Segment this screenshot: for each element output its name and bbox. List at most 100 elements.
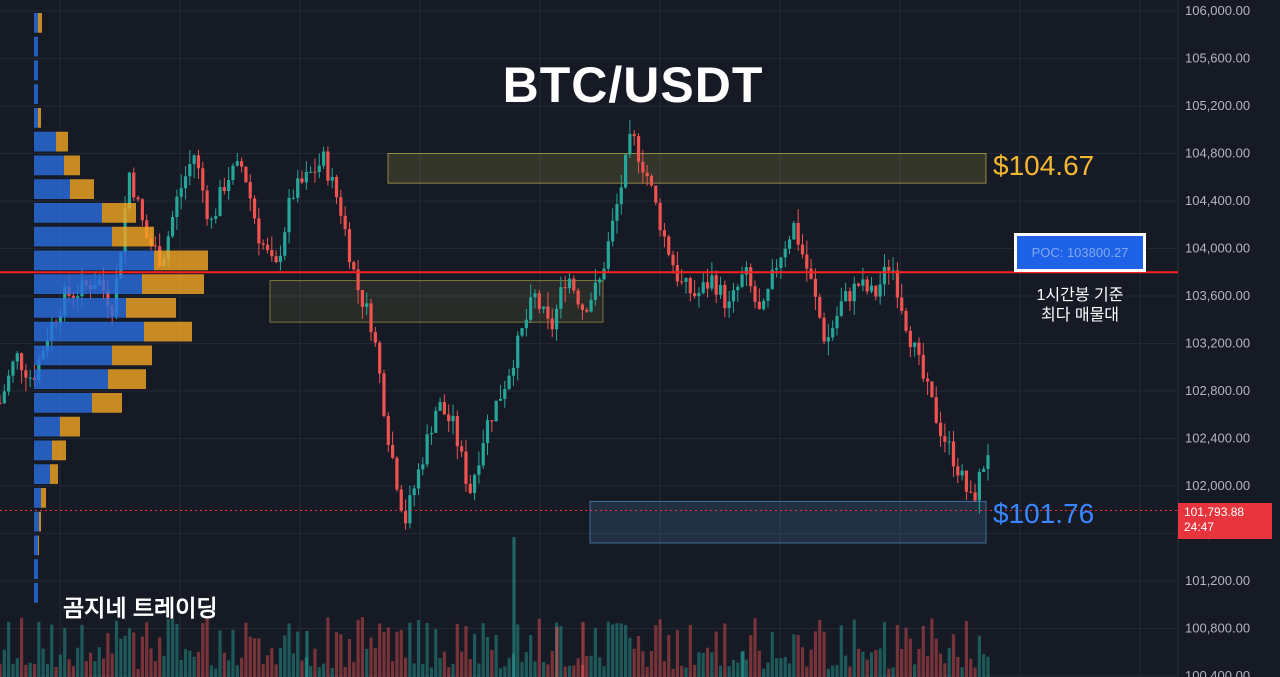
- watermark-text: 곰지네 트레이딩: [63, 595, 218, 621]
- candle-body: [300, 178, 304, 183]
- volume-profile-down: [34, 131, 56, 152]
- candle-body: [826, 337, 830, 342]
- volume-bar: [856, 648, 861, 677]
- candle-body: [693, 293, 697, 297]
- y-tick-label: 101,200.00: [1185, 573, 1250, 588]
- candle-body: [386, 415, 390, 446]
- volume-bar: [127, 628, 132, 677]
- candle-body: [391, 445, 395, 458]
- candle-body: [153, 245, 157, 247]
- candle-body: [602, 268, 606, 280]
- candle-body: [140, 199, 144, 221]
- candle-body: [900, 297, 904, 311]
- candle-body: [921, 354, 925, 379]
- volume-bar: [839, 625, 843, 677]
- candle-body: [136, 197, 140, 200]
- volume-bar: [425, 622, 429, 677]
- candle-body: [365, 303, 369, 307]
- volume-profile-down: [34, 440, 52, 461]
- candle-body: [330, 176, 334, 181]
- candle-body: [481, 443, 485, 466]
- volume-bar: [925, 656, 930, 677]
- volume-bar: [300, 660, 304, 677]
- candle-body: [58, 315, 63, 323]
- volume-bar: [395, 631, 399, 677]
- candle-body: [537, 293, 541, 309]
- volume-bar: [222, 652, 226, 677]
- candle-body: [2, 391, 6, 404]
- poc-note: 1시간봉 기준 최다 매물대: [1000, 286, 1160, 326]
- volume-bar: [71, 666, 75, 677]
- volume-bar: [921, 625, 925, 677]
- candle-body: [973, 492, 977, 501]
- volume-bar: [257, 638, 261, 677]
- candle-body: [477, 465, 481, 475]
- volume-bar: [447, 667, 451, 677]
- candle-body: [511, 367, 516, 376]
- candle-body: [744, 267, 748, 275]
- volume-bar: [119, 638, 123, 677]
- candle-body: [723, 284, 727, 309]
- poc-note-line-1: 1시간봉 기준: [1036, 287, 1124, 304]
- volume-bar: [305, 631, 309, 677]
- candle-body: [774, 267, 779, 270]
- candle-body: [718, 284, 723, 295]
- candle-body: [196, 155, 201, 169]
- volume-bar: [766, 662, 770, 677]
- candle-body: [969, 491, 973, 493]
- candle-body: [188, 164, 192, 177]
- candle-body: [326, 151, 330, 181]
- candle-body: [934, 397, 938, 423]
- volume-bar: [524, 652, 528, 677]
- candle-body: [667, 236, 671, 255]
- volume-bar: [2, 649, 6, 677]
- volume-bar: [779, 658, 783, 677]
- candle-body: [71, 295, 75, 298]
- candle-body: [11, 361, 15, 376]
- candle-body: [654, 185, 658, 203]
- volume-bar: [917, 649, 921, 677]
- volume-bar: [688, 624, 692, 677]
- volume-profile-up: [144, 321, 192, 342]
- volume-bar: [429, 667, 434, 677]
- volume-bar: [162, 655, 166, 677]
- volume-bar: [434, 629, 438, 677]
- volume-bar: [818, 619, 822, 677]
- candle-body: [205, 190, 209, 220]
- candle-body: [503, 388, 507, 399]
- candle-body: [127, 172, 132, 209]
- volume-bar: [628, 637, 632, 677]
- volume-bar: [140, 636, 144, 677]
- volume-bar: [986, 656, 990, 677]
- candle-body: [943, 436, 947, 442]
- volume-bar: [714, 631, 718, 677]
- candle-body: [170, 216, 175, 237]
- volume-bar: [442, 651, 446, 677]
- y-tick-label: 104,400.00: [1185, 193, 1250, 208]
- volume-bar: [218, 630, 222, 677]
- candle-body: [114, 278, 119, 316]
- volume-bar: [615, 623, 619, 677]
- volume-bar: [89, 652, 93, 677]
- volume-bar: [391, 661, 395, 677]
- volume-bar: [317, 667, 321, 677]
- volume-bar: [481, 623, 485, 677]
- candle-body: [369, 303, 373, 333]
- volume-bar: [330, 667, 334, 677]
- candle-body: [356, 269, 360, 291]
- candle-body: [283, 232, 287, 256]
- candle-body: [416, 469, 421, 489]
- candle-body: [201, 168, 205, 191]
- volume-bar: [555, 627, 559, 677]
- y-tick-label: 105,600.00: [1185, 51, 1250, 66]
- candle-body: [874, 285, 878, 297]
- volume-bar: [934, 638, 938, 677]
- y-tick-label: 100,400.00: [1185, 668, 1250, 677]
- candle-body: [395, 457, 399, 490]
- candle-body: [520, 328, 524, 336]
- volume-bar: [593, 627, 597, 677]
- volume-bar: [24, 664, 28, 677]
- volume-bar: [412, 663, 416, 677]
